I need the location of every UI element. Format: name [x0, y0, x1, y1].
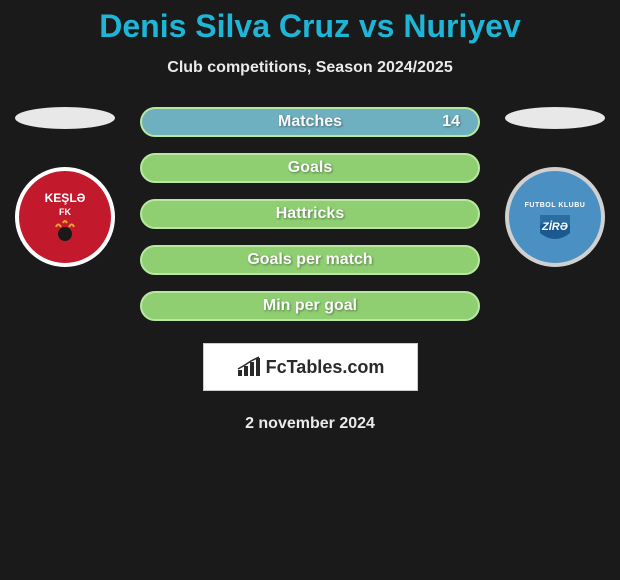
bar-chart-icon — [236, 356, 262, 378]
player1-name: Denis Silva Cruz — [99, 8, 350, 44]
club-badge-left-inner: KEŞLƏ FK — [45, 191, 86, 243]
stat-right-value: 14 — [442, 113, 460, 131]
stat-label: Goals — [288, 159, 332, 177]
stat-bars: Matches 14 Goals Hattricks Goals per mat… — [140, 107, 480, 321]
page-title: Denis Silva Cruz vs Nuriyev — [99, 8, 521, 45]
stat-bar-hattricks: Hattricks — [140, 199, 480, 229]
club-badge-right-inner: FUTBOL KLUBU ZİRƏ — [525, 202, 586, 233]
subtitle: Club competitions, Season 2024/2025 — [167, 59, 452, 77]
stat-label: Hattricks — [276, 205, 344, 223]
player2-name: Nuriyev — [403, 8, 520, 44]
player2-avatar-placeholder — [505, 107, 605, 129]
fctables-logo-box: FcTables.com — [203, 343, 418, 391]
club-badge-left: KEŞLƏ FK — [15, 167, 115, 267]
right-side: FUTBOL KLUBU ZİRƏ — [500, 107, 610, 267]
stat-bar-matches: Matches 14 — [140, 107, 480, 137]
club-left-name: KEŞLƏ — [45, 191, 86, 205]
stat-bar-goals: Goals — [140, 153, 480, 183]
club-left-icon — [50, 219, 80, 243]
club-right-sub: FUTBOL KLUBU — [525, 202, 586, 209]
stat-label: Matches — [278, 113, 342, 131]
date-text: 2 november 2024 — [245, 415, 375, 433]
stat-bar-goals-per-match: Goals per match — [140, 245, 480, 275]
stat-label: Min per goal — [263, 297, 357, 315]
club-right-name: ZİRƏ — [542, 221, 568, 233]
comparison-row: KEŞLƏ FK Matches 14 Goals Hattricks — [0, 107, 620, 321]
vs-separator: vs — [359, 8, 395, 44]
stat-bar-min-per-goal: Min per goal — [140, 291, 480, 321]
stat-label: Goals per match — [247, 251, 372, 269]
left-side: KEŞLƏ FK — [10, 107, 120, 267]
club-left-sub: FK — [59, 207, 71, 217]
player1-avatar-placeholder — [15, 107, 115, 129]
club-badge-right: FUTBOL KLUBU ZİRƏ — [505, 167, 605, 267]
fctables-logo-text: FcTables.com — [266, 357, 385, 378]
